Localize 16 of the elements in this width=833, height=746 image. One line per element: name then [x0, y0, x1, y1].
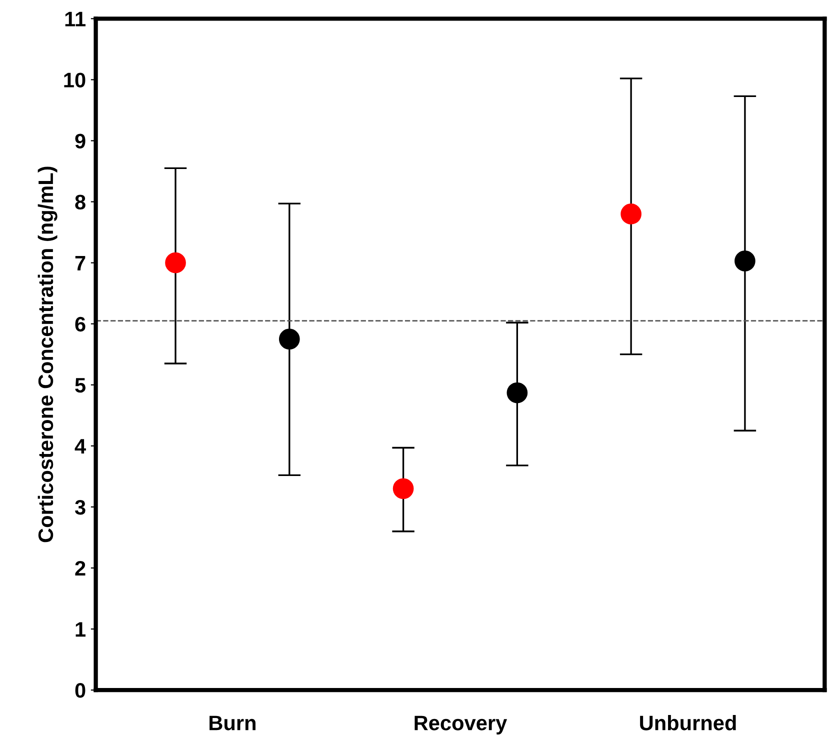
x-tick-label: Unburned [640, 715, 736, 730]
y-tick-label: 7 [75, 256, 86, 270]
y-tick-label: 9 [75, 134, 86, 148]
y-tick-label: 6 [75, 316, 86, 332]
y-tick-label: 8 [75, 194, 86, 210]
y-tick-label: 3 [74, 500, 86, 515]
y-axis-title: Corticosterone Concentration (ng/mL) [38, 166, 58, 542]
y-tick-label: 4 [74, 439, 86, 454]
y-tick-label: 1 [76, 622, 86, 637]
y-tick-label: 11 [65, 12, 86, 26]
y-tick-label: 5 [75, 378, 86, 393]
x-tick-label: Burn [210, 716, 256, 730]
y-tick-label: 0 [75, 683, 86, 698]
y-tick-label: 2 [75, 560, 86, 576]
x-tick-label: Recovery [414, 716, 508, 734]
y-tick-label: 10 [64, 72, 86, 88]
